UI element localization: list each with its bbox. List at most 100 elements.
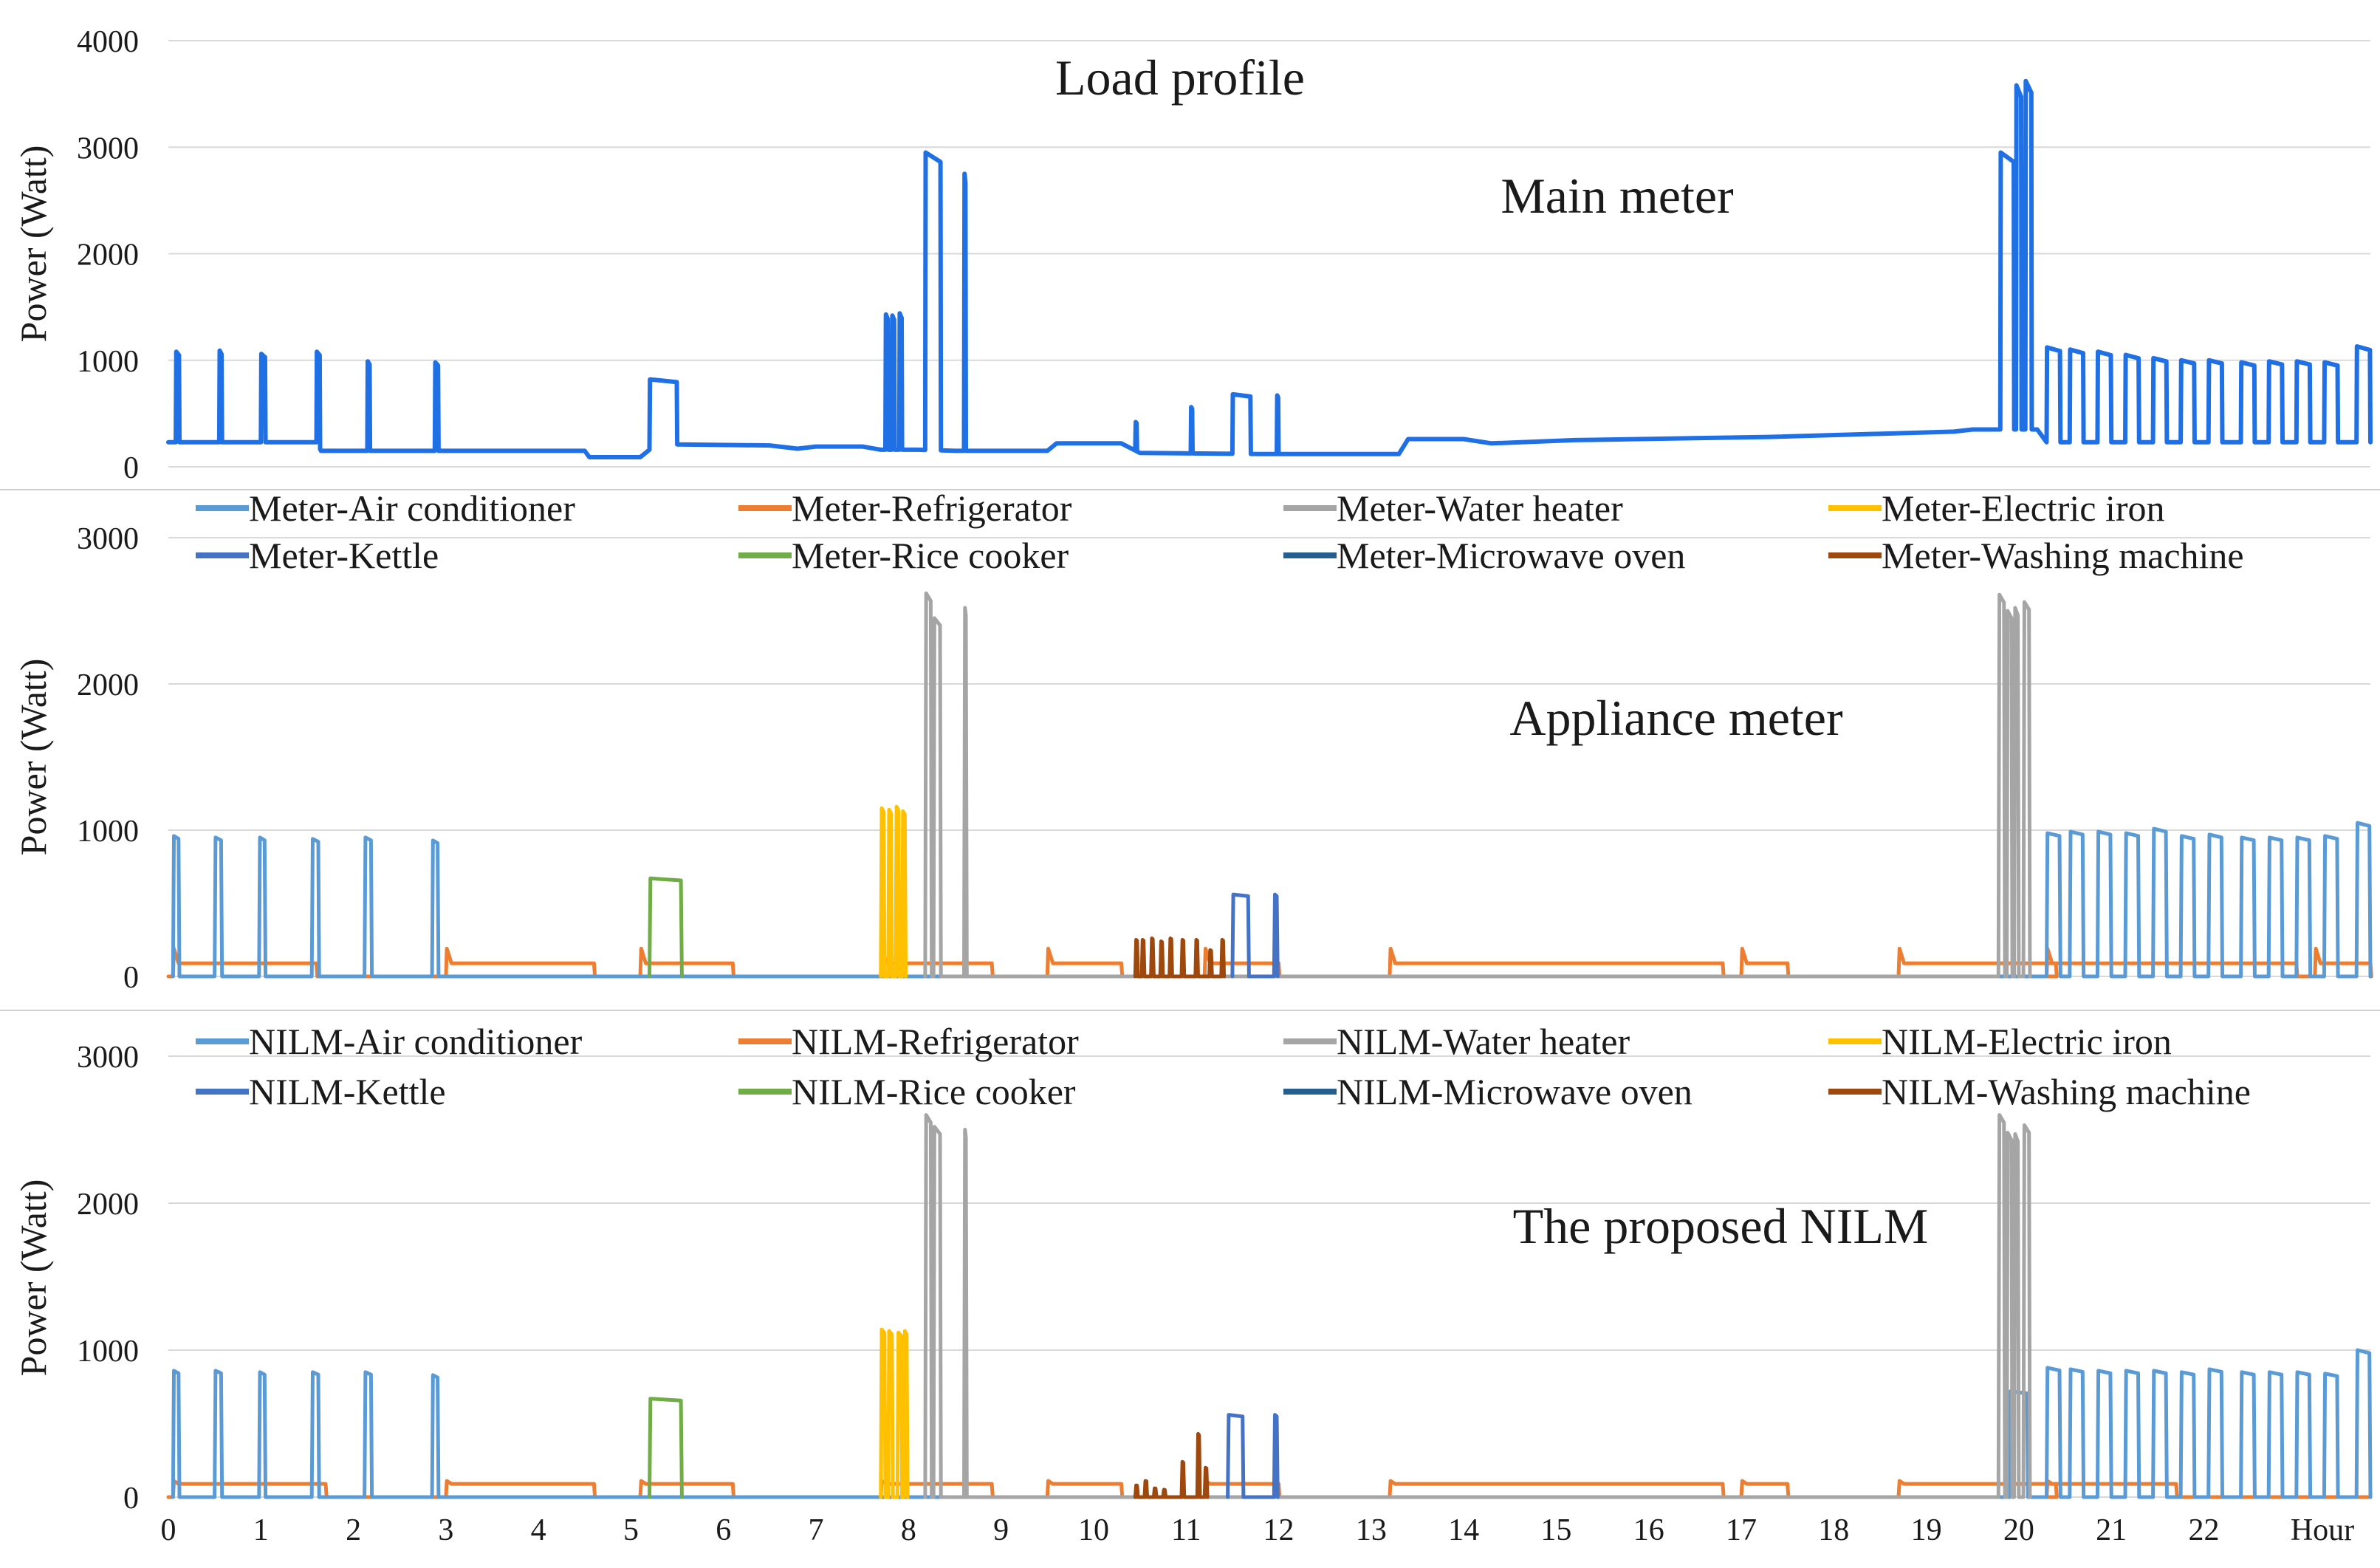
x-tick-label: 2 <box>346 1513 361 1547</box>
y-tick-labels: 0 1000 2000 3000 <box>77 522 139 995</box>
legend-item: NILM-Microwave oven <box>1283 1071 1693 1112</box>
series-line-meter-air-conditioner <box>171 821 2373 979</box>
legend-label: Meter-Microwave oven <box>1337 535 1685 576</box>
series-line-nilm-kettle <box>1226 1413 1280 1499</box>
legend-item: Meter-Kettle <box>196 535 439 576</box>
y-tick-label: 0 <box>123 1482 139 1516</box>
legend-label: Meter-Washing machine <box>1882 535 2244 576</box>
legend-item: Meter-Washing machine <box>1828 535 2244 576</box>
legend-item: NILM-Refrigerator <box>738 1021 1079 1062</box>
series-group <box>166 591 2373 979</box>
legend: Meter-Air conditioner Meter-Refrigerator M… <box>196 487 2244 576</box>
y-tick-label: 2000 <box>77 1188 139 1222</box>
y-tick-label: 1000 <box>77 815 139 849</box>
legend-item: Meter-Rice cooker <box>738 535 1069 576</box>
legend-item: Meter-Water heater <box>1283 487 1623 529</box>
series-line-nilm-refrigerator <box>166 1479 2373 1499</box>
x-tick-label: 22 <box>2188 1513 2219 1547</box>
x-tick-label: 15 <box>1540 1513 1571 1547</box>
legend-item: Meter-Air conditioner <box>196 487 575 529</box>
legend-label: Meter-Kettle <box>249 535 439 576</box>
y-tick-label: 3000 <box>77 522 139 556</box>
legend-item: Meter-Microwave oven <box>1283 535 1685 576</box>
y-axis-title: Power (Watt) <box>13 1180 54 1377</box>
y-axis-title: Power (Watt) <box>13 145 54 343</box>
y-tick-label: 0 <box>123 451 139 485</box>
y-tick-label: 0 <box>123 961 139 995</box>
series-line-nilm-air-conditioner <box>171 1348 2373 1499</box>
legend-item: Meter-Electric iron <box>1828 487 2165 529</box>
series-line-meter-rice-cooker <box>648 876 684 979</box>
series-line-meter-washing-machine <box>1133 937 1227 979</box>
panel-label: The proposed NILM <box>1513 1198 1929 1254</box>
series-group <box>166 1113 2373 1499</box>
legend-item: NILM-Electric iron <box>1828 1021 2172 1062</box>
legend-item: NILM-Kettle <box>196 1071 446 1112</box>
legend-item: Meter-Refrigerator <box>738 487 1072 529</box>
y-tick-label: 4000 <box>77 25 139 59</box>
legend-label: Meter-Refrigerator <box>792 487 1072 529</box>
legend-label: NILM-Rice cooker <box>792 1071 1076 1112</box>
x-tick-label: 5 <box>623 1513 639 1547</box>
legend-label: NILM-Kettle <box>249 1071 446 1112</box>
x-tick-label: 21 <box>2096 1513 2127 1547</box>
main-meter-panel: 0 1000 2000 3000 4000 Power (Watt) Load prof… <box>13 25 2373 485</box>
series-line-nilm-washing-machine <box>1133 1431 1210 1499</box>
x-tick-label: 18 <box>1818 1513 1849 1547</box>
gridlines <box>168 40 2370 468</box>
legend: NILM-Air conditioner NILM-Refrigerator NIL… <box>196 1021 2251 1112</box>
legend-label: NILM-Water heater <box>1337 1021 1630 1062</box>
y-tick-label: 3000 <box>77 131 139 165</box>
gridlines <box>168 1055 2370 1498</box>
legend-label: Meter-Air conditioner <box>249 487 575 529</box>
x-tick-label: 20 <box>2003 1513 2034 1547</box>
y-tick-label: 2000 <box>77 239 139 273</box>
legend-label: NILM-Electric iron <box>1882 1021 2172 1062</box>
legend-item: NILM-Water heater <box>1283 1021 1630 1062</box>
series-line-meter-electric-iron <box>879 804 908 979</box>
series-line-meter-kettle <box>1230 892 1280 979</box>
x-tick-label: 4 <box>531 1513 546 1547</box>
legend-label: Meter-Electric iron <box>1882 487 2165 529</box>
legend-label: NILM-Washing machine <box>1882 1071 2251 1112</box>
appliance-meter-panel: 0 1000 2000 3000 Power (Watt) Appliance met… <box>13 487 2373 995</box>
x-tick-label: 11 <box>1171 1513 1201 1547</box>
legend-item: NILM-Rice cooker <box>738 1071 1076 1112</box>
x-tick-label: 19 <box>1911 1513 1942 1547</box>
panel-label: Main meter <box>1501 168 1734 224</box>
y-tick-labels: 0 1000 2000 3000 4000 <box>77 25 139 485</box>
legend-label: Meter-Rice cooker <box>792 535 1069 576</box>
series-line-meter-water-heater <box>923 591 2032 979</box>
y-tick-labels: 0 1000 2000 3000 <box>77 1041 139 1516</box>
chart-title: Load profile <box>1055 49 1305 106</box>
x-tick-label: 9 <box>993 1513 1009 1547</box>
x-tick-label: 3 <box>438 1513 453 1547</box>
x-tick-label: 8 <box>901 1513 916 1547</box>
x-tick-label: 0 <box>161 1513 176 1547</box>
series-line-main-meter <box>166 78 2373 459</box>
series-line-nilm-electric-iron <box>879 1327 910 1499</box>
y-tick-label: 2000 <box>77 668 139 702</box>
x-tick-label: 6 <box>716 1513 731 1547</box>
x-tick-label: 1 <box>253 1513 269 1547</box>
x-tick-label: 14 <box>1448 1513 1479 1547</box>
y-tick-label: 1000 <box>77 1335 139 1369</box>
series-line-nilm-water-heater <box>923 1113 2032 1499</box>
x-tick-label: 16 <box>1633 1513 1664 1547</box>
x-tick-label: 13 <box>1356 1513 1387 1547</box>
legend-label: NILM-Air conditioner <box>249 1021 583 1062</box>
gridlines <box>168 537 2370 977</box>
legend-label: NILM-Refrigerator <box>792 1021 1079 1062</box>
y-tick-label: 3000 <box>77 1041 139 1075</box>
legend-item: NILM-Washing machine <box>1828 1071 2251 1112</box>
legend-item: NILM-Air conditioner <box>196 1021 583 1062</box>
y-tick-label: 1000 <box>77 345 139 379</box>
series-line-meter-refrigerator <box>166 946 2373 979</box>
legend-label: NILM-Microwave oven <box>1337 1071 1693 1112</box>
x-tick-label: 10 <box>1078 1513 1109 1547</box>
panel-label: Appliance meter <box>1509 690 1843 746</box>
x-tick-label: 7 <box>809 1513 824 1547</box>
x-tick-labels: 0 1 2 3 4 5 6 7 8 9 10 11 12 13 14 15 16 17 18 19 20 21 22 <box>161 1513 2220 1547</box>
x-tick-label: 17 <box>1726 1513 1757 1547</box>
